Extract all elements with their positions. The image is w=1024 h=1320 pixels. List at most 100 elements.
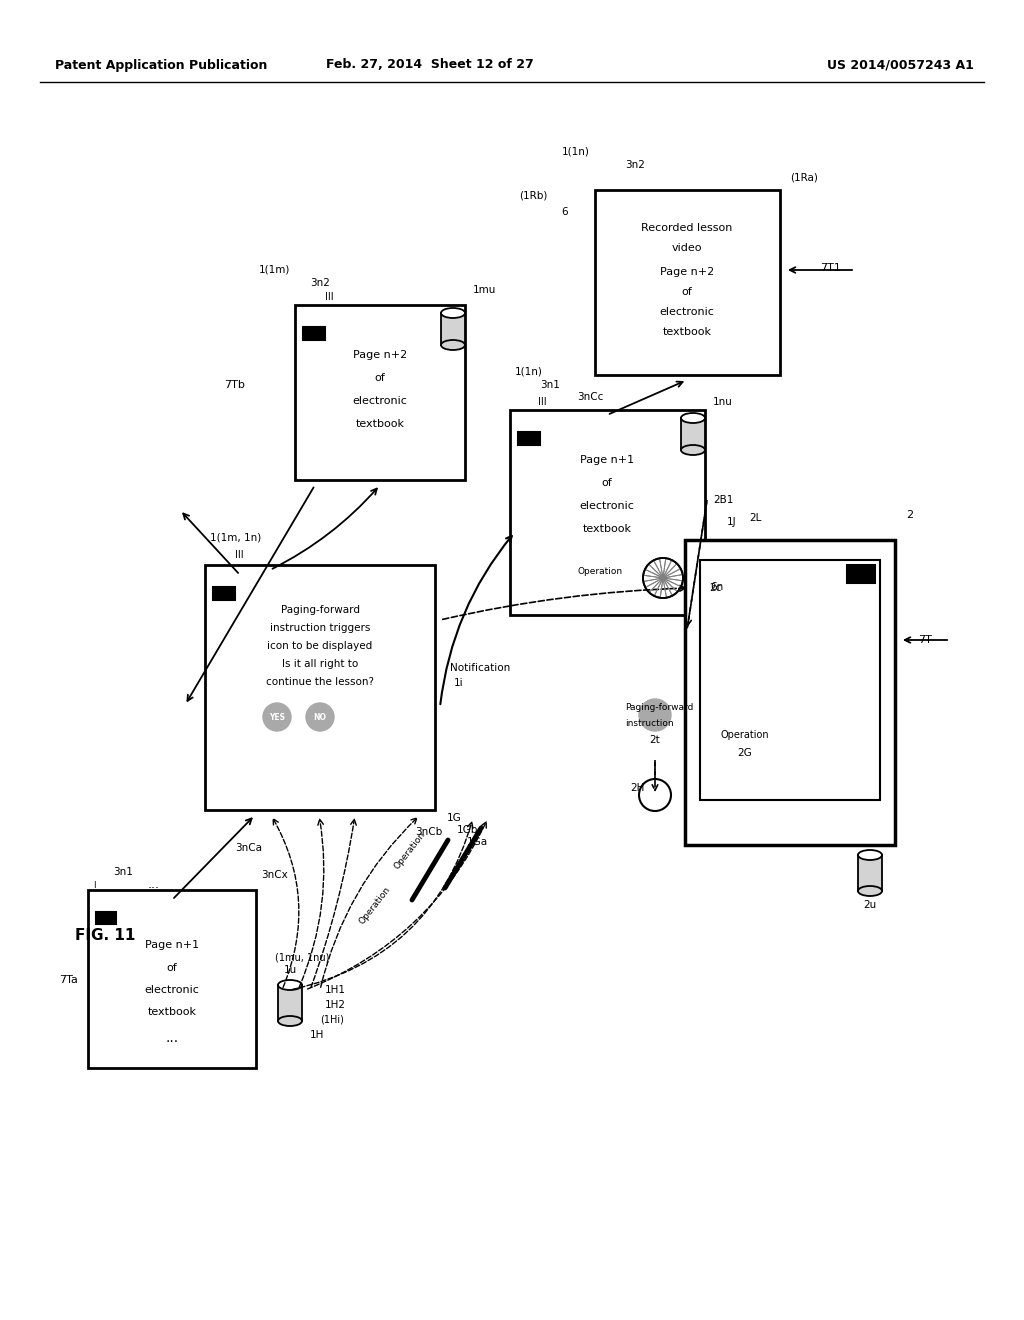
Text: instruction triggers: instruction triggers xyxy=(269,623,371,634)
Text: 1mu: 1mu xyxy=(473,285,497,294)
Text: US 2014/0057243 A1: US 2014/0057243 A1 xyxy=(826,58,974,71)
Circle shape xyxy=(306,704,334,731)
Text: electronic: electronic xyxy=(659,308,715,317)
Text: III: III xyxy=(325,292,334,302)
Text: textbook: textbook xyxy=(663,327,712,337)
Text: 7T1: 7T1 xyxy=(820,263,841,273)
Text: 1(1n): 1(1n) xyxy=(562,147,590,157)
Text: Operation: Operation xyxy=(392,829,427,871)
Text: of: of xyxy=(602,478,612,488)
Text: electronic: electronic xyxy=(144,985,200,995)
Text: of: of xyxy=(167,964,177,973)
Text: (1Hi): (1Hi) xyxy=(319,1015,344,1026)
Text: 2B1: 2B1 xyxy=(713,495,733,506)
Text: 1nu: 1nu xyxy=(713,397,733,407)
Bar xyxy=(510,411,705,615)
Text: Paging-forward: Paging-forward xyxy=(281,605,359,615)
Text: Operation: Operation xyxy=(357,884,392,925)
Text: 1u: 1u xyxy=(284,965,297,975)
Bar xyxy=(205,565,435,810)
Text: 1i: 1i xyxy=(454,678,464,688)
Bar xyxy=(518,432,540,445)
Bar xyxy=(213,587,234,601)
Text: 2G: 2G xyxy=(737,748,753,758)
Text: YES: YES xyxy=(269,713,285,722)
Ellipse shape xyxy=(441,341,465,350)
Text: (1Ra): (1Ra) xyxy=(790,173,818,183)
Text: (1mu, 1nu): (1mu, 1nu) xyxy=(275,952,330,962)
Text: instruction: instruction xyxy=(625,718,674,727)
Text: 3n1: 3n1 xyxy=(113,867,133,876)
Ellipse shape xyxy=(278,1016,302,1026)
Text: ...: ... xyxy=(166,1031,178,1045)
Text: 7Tb: 7Tb xyxy=(224,380,245,389)
Text: Operation: Operation xyxy=(578,568,623,577)
Text: 1Ga: 1Ga xyxy=(467,837,488,847)
Text: 1H2: 1H2 xyxy=(325,1001,346,1010)
Text: 3n2: 3n2 xyxy=(310,279,330,288)
Text: Page n+2: Page n+2 xyxy=(659,267,714,277)
Text: 7T: 7T xyxy=(919,635,932,645)
Text: textbook: textbook xyxy=(147,1007,197,1016)
Circle shape xyxy=(639,700,671,731)
Text: 3n2: 3n2 xyxy=(625,160,645,170)
Text: 3nCb: 3nCb xyxy=(415,828,442,837)
Bar xyxy=(847,565,874,583)
Text: Page n+1: Page n+1 xyxy=(580,455,634,465)
Text: 1H1: 1H1 xyxy=(325,985,346,995)
Ellipse shape xyxy=(681,445,705,455)
Text: 1(1m): 1(1m) xyxy=(259,265,290,275)
Text: Patent Application Publication: Patent Application Publication xyxy=(55,58,267,71)
Text: 1G: 1G xyxy=(447,813,462,822)
Bar xyxy=(441,313,465,345)
Text: video: video xyxy=(672,243,702,253)
Ellipse shape xyxy=(441,308,465,318)
Text: III: III xyxy=(538,397,547,407)
Text: Notification: Notification xyxy=(450,663,510,673)
Text: 7Ta: 7Ta xyxy=(59,975,78,985)
Text: 3n1: 3n1 xyxy=(540,380,560,389)
Text: Feb. 27, 2014  Sheet 12 of 27: Feb. 27, 2014 Sheet 12 of 27 xyxy=(326,58,534,71)
Text: 6: 6 xyxy=(562,207,568,216)
Text: 1J: 1J xyxy=(727,517,736,527)
Text: NO: NO xyxy=(313,713,327,722)
Text: 6n: 6n xyxy=(710,582,723,591)
Text: of: of xyxy=(375,374,385,383)
Ellipse shape xyxy=(278,979,302,990)
Text: icon to be displayed: icon to be displayed xyxy=(267,642,373,651)
Bar xyxy=(685,540,895,845)
Text: continue the lesson?: continue the lesson? xyxy=(266,677,374,686)
Text: Recorded lesson: Recorded lesson xyxy=(641,223,733,234)
Ellipse shape xyxy=(681,413,705,422)
Ellipse shape xyxy=(858,886,882,896)
Bar xyxy=(295,305,465,480)
Text: Page n+2: Page n+2 xyxy=(353,350,408,360)
Text: 2: 2 xyxy=(906,510,913,520)
Text: of: of xyxy=(682,286,692,297)
Text: 1(1n): 1(1n) xyxy=(515,367,543,378)
Text: electronic: electronic xyxy=(580,502,635,511)
Text: I: I xyxy=(93,880,95,890)
Bar xyxy=(681,418,705,450)
Ellipse shape xyxy=(858,850,882,861)
Text: Page n+1: Page n+1 xyxy=(145,940,199,950)
Bar xyxy=(88,890,256,1068)
Text: 2t: 2t xyxy=(649,735,660,744)
Bar xyxy=(595,190,780,375)
Text: 2c: 2c xyxy=(709,583,721,593)
Text: 2u: 2u xyxy=(863,900,877,909)
Text: 1Gb: 1Gb xyxy=(457,825,478,836)
Text: Is it all right to: Is it all right to xyxy=(282,659,358,669)
Text: 3nCc: 3nCc xyxy=(577,392,603,403)
Text: 2H: 2H xyxy=(630,783,644,793)
Bar xyxy=(700,560,880,800)
Bar xyxy=(278,985,302,1020)
Text: textbook: textbook xyxy=(355,418,404,429)
Text: (1Rb): (1Rb) xyxy=(518,190,547,201)
Text: 1H: 1H xyxy=(310,1030,325,1040)
Bar xyxy=(858,855,882,891)
Bar xyxy=(303,327,325,341)
Text: ...: ... xyxy=(148,879,160,891)
Circle shape xyxy=(639,779,671,810)
Text: 2L: 2L xyxy=(749,513,761,523)
